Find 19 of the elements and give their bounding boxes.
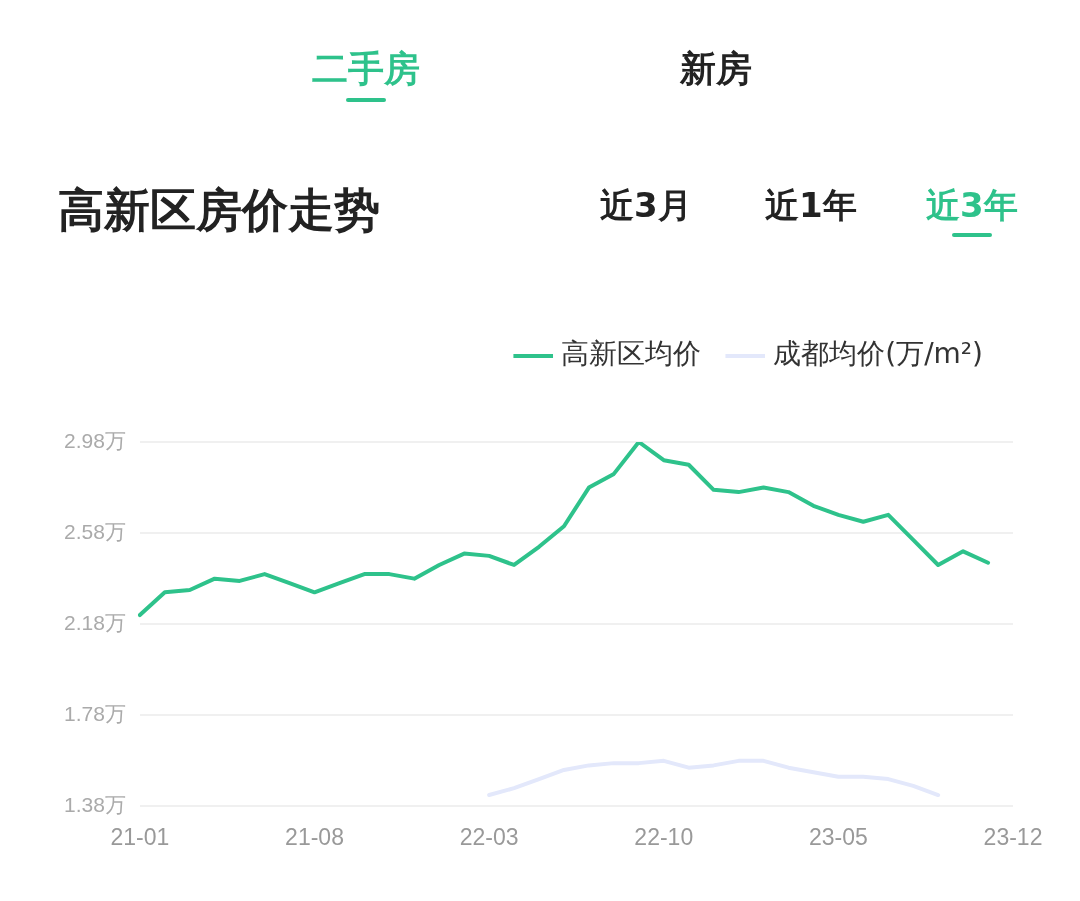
legend-label: 高新区均价 — [561, 337, 702, 371]
x-tick-label: 23-12 — [983, 823, 1043, 850]
text: 二手房 — [312, 45, 420, 94]
x-tick-label: 21-01 — [110, 823, 170, 850]
y-tick-label: 2.98万 — [64, 428, 126, 452]
x-tick-label: 21-08 — [285, 823, 344, 850]
text: 近3月 — [600, 184, 692, 227]
y-tick-label: 2.58万 — [64, 519, 126, 543]
y-tick-label: 1.38万 — [64, 793, 126, 817]
text: 近3年 — [926, 183, 1018, 229]
text: 新房 — [680, 47, 752, 91]
x-tick-label: 23-05 — [808, 823, 868, 850]
y-tick-label: 2.18万 — [64, 611, 126, 634]
chart-title: 高新区房价走势 — [58, 182, 380, 239]
x-tick-label: 22-03 — [459, 823, 519, 850]
x-tick-label: 22-10 — [634, 823, 694, 850]
text: 近1年 — [765, 184, 857, 227]
y-tick-label: 1.78万 — [64, 702, 126, 726]
legend-label: 成都均价(万/m²) — [773, 337, 983, 371]
